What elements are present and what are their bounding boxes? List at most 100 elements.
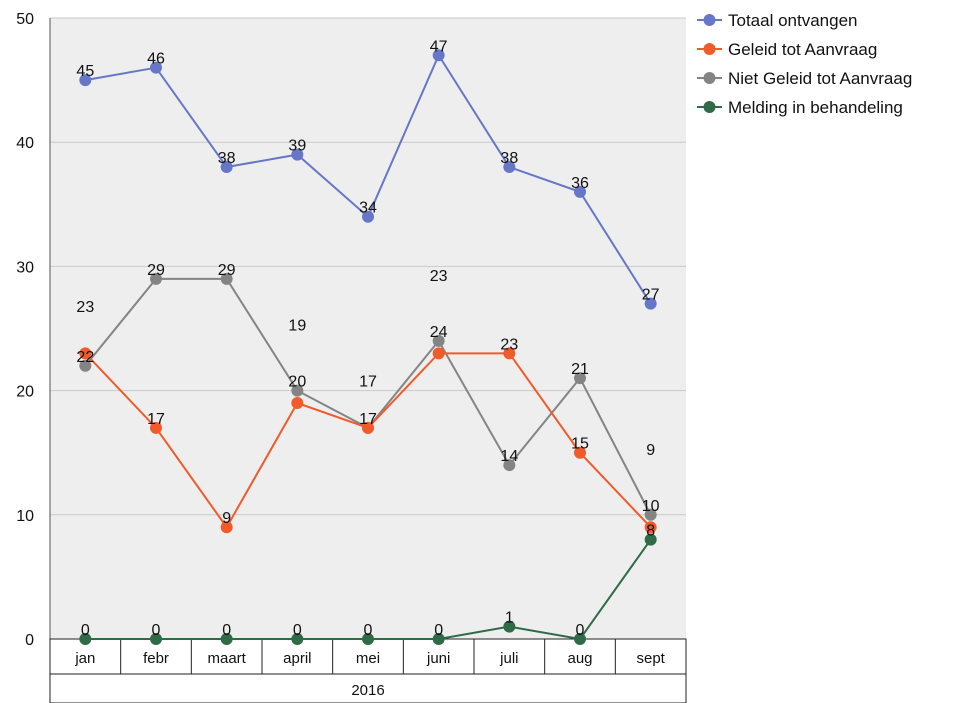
- data-label: 0: [364, 622, 373, 639]
- data-label: 1: [505, 610, 514, 627]
- data-point: [291, 384, 304, 397]
- data-point: [291, 633, 304, 645]
- data-point: [362, 210, 374, 223]
- data-label: 29: [218, 262, 236, 279]
- x-tick-label: aug: [567, 650, 592, 667]
- data-point: [574, 633, 586, 645]
- y-tick-label: 40: [16, 135, 34, 152]
- year-label: 2016: [351, 682, 384, 699]
- data-point: [432, 334, 445, 347]
- data-point: [644, 521, 657, 534]
- data-label: 24: [430, 324, 448, 341]
- data-point: [644, 533, 657, 546]
- data-label: 23: [430, 268, 448, 285]
- data-label: 17: [359, 374, 377, 391]
- data-point: [79, 347, 92, 360]
- data-point: [644, 297, 657, 310]
- data-point: [291, 148, 304, 161]
- data-label: 23: [500, 336, 518, 353]
- x-tick-label: juni: [426, 650, 450, 667]
- year-row: [49, 673, 687, 703]
- data-label: 0: [576, 622, 585, 639]
- data-point: [79, 359, 92, 372]
- y-tick-label: 30: [16, 259, 34, 276]
- data-point: [432, 633, 445, 645]
- series-group: [79, 49, 657, 645]
- data-label: 34: [359, 200, 377, 217]
- data-point: [150, 421, 162, 434]
- data-label: 21: [571, 361, 589, 378]
- data-point: [574, 185, 586, 198]
- legend-swatch-marker: [703, 72, 716, 84]
- legend-swatch-marker: [703, 101, 716, 113]
- y-tick-label: 0: [25, 632, 34, 649]
- data-label: 29: [147, 262, 165, 279]
- data-point: [79, 633, 92, 645]
- data-label: 0: [293, 622, 302, 639]
- data-label: 14: [500, 448, 518, 465]
- legend-swatch-marker: [703, 43, 716, 55]
- x-tick-label: juli: [499, 650, 518, 667]
- data-point: [220, 521, 233, 534]
- x-tick-label: maart: [207, 650, 246, 667]
- data-point: [150, 272, 162, 285]
- legend-swatch-marker: [703, 14, 716, 26]
- data-label: 9: [646, 442, 655, 459]
- x-tick-label: febr: [143, 650, 169, 667]
- data-point: [574, 372, 586, 385]
- data-label: 47: [430, 38, 448, 55]
- data-label: 0: [222, 622, 231, 639]
- data-label: 0: [434, 622, 443, 639]
- y-tick-label: 20: [16, 384, 34, 401]
- data-point: [432, 347, 445, 360]
- data-label: 38: [500, 150, 518, 167]
- data-point: [79, 74, 92, 87]
- data-label: 15: [571, 436, 589, 453]
- data-label: 10: [642, 498, 660, 515]
- data-point: [644, 508, 657, 521]
- data-labels: 45 46 38 39 34 47 38 36 27 23 22 17 9 19 17 23 23 15 9 29 29…: [76, 38, 659, 639]
- data-point: [432, 49, 445, 62]
- data-point: [150, 61, 162, 74]
- plot-background: [50, 18, 686, 639]
- data-point: [503, 459, 516, 472]
- x-tick-label: april: [283, 650, 311, 667]
- data-point: [503, 620, 516, 633]
- data-label: 8: [646, 523, 655, 540]
- data-label: 45: [76, 63, 94, 80]
- data-label: 38: [218, 150, 236, 167]
- x-axis: jan febr maart april mei juni juli aug sept 2016: [49, 638, 687, 703]
- data-label: 17: [359, 411, 377, 428]
- data-point: [503, 347, 516, 360]
- data-label: 19: [288, 318, 306, 335]
- legend: Totaal ontvangen Geleid tot Aanvraag Niet …: [697, 11, 912, 117]
- grid-lines: [50, 17, 686, 516]
- data-label: 0: [81, 622, 90, 639]
- data-label: 0: [152, 622, 161, 639]
- data-point: [574, 446, 586, 459]
- data-label: 22: [76, 349, 94, 366]
- data-point: [150, 633, 162, 645]
- data-label: 27: [642, 287, 660, 304]
- data-label: 23: [76, 299, 94, 316]
- legend-label: Melding in behandeling: [728, 98, 903, 117]
- legend-label: Niet Geleid tot Aanvraag: [728, 69, 912, 88]
- y-tick-label: 50: [16, 11, 34, 28]
- data-point: [503, 161, 516, 174]
- data-label: 9: [222, 510, 231, 527]
- data-point: [220, 161, 233, 174]
- legend-label: Totaal ontvangen: [728, 11, 858, 30]
- data-point: [220, 272, 233, 285]
- y-tick-label: 10: [16, 508, 34, 525]
- data-label: 39: [288, 138, 306, 155]
- y-axis: 0 10 20 30 40 50: [16, 11, 51, 649]
- data-point: [220, 633, 233, 645]
- x-tick-label: mei: [356, 650, 380, 667]
- x-tick-label: sept: [636, 650, 665, 667]
- data-point: [291, 397, 304, 410]
- data-point: [362, 633, 374, 645]
- legend-label: Geleid tot Aanvraag: [728, 40, 877, 59]
- data-label: 46: [147, 51, 165, 68]
- x-tick-label: jan: [74, 650, 95, 667]
